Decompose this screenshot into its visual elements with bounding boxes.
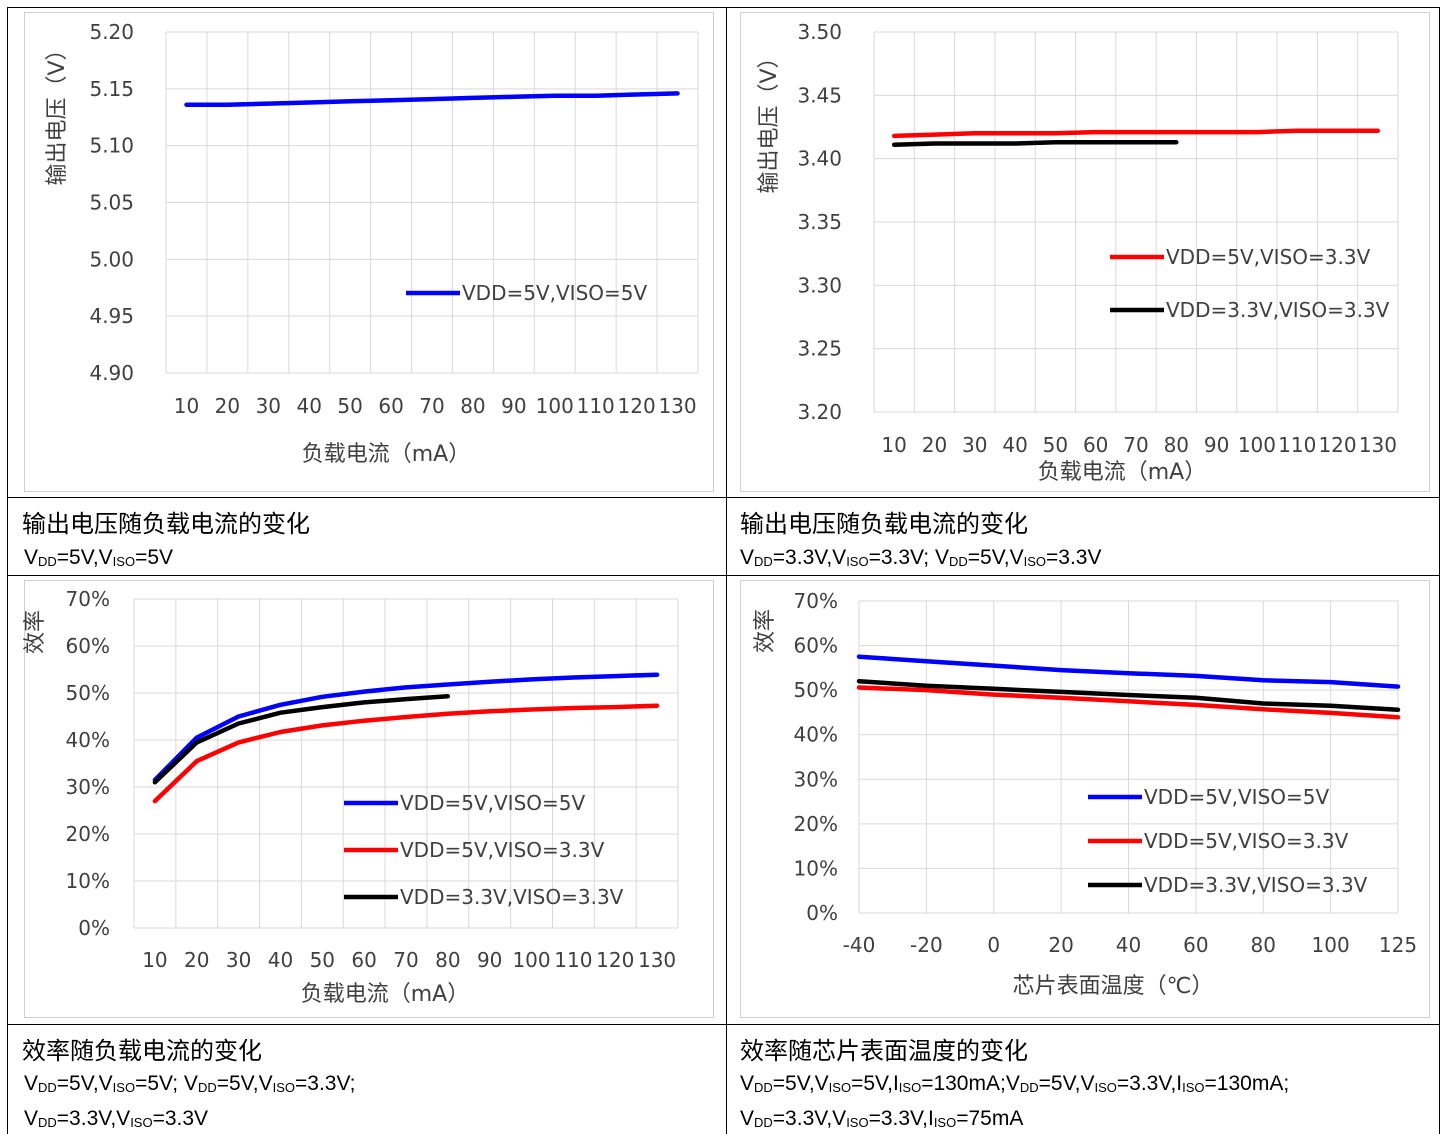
caption-value: =75mA xyxy=(956,1107,1023,1130)
caption-value: =3.3V xyxy=(1046,546,1101,569)
caption-value: =5V, xyxy=(217,1072,259,1095)
chart1-caption-title: 输出电压随负载电流的变化 xyxy=(22,504,310,539)
caption-symbol: V xyxy=(24,1107,38,1130)
y-tick-label: 60% xyxy=(794,634,838,658)
y-axis-label: 效率 xyxy=(753,609,778,653)
chart4-caption-conditions-line1: VDD=5V,VISO=5V,IISO=130mA;VDD=5V,VISO=3.… xyxy=(740,1072,1289,1096)
caption-subscript: ISO xyxy=(846,554,868,569)
caption-value: =130mA; xyxy=(1205,1072,1290,1095)
x-tick-label: 60 xyxy=(1183,933,1208,957)
chart3-caption-conditions-line1: VDD=5V,VISO=5V; VDD=5V,VISO=3.3V; xyxy=(24,1072,356,1096)
caption-value: =5V, xyxy=(968,546,1010,569)
caption-subscript: DD xyxy=(949,554,968,569)
x-axis-label: 芯片表面温度（℃） xyxy=(1013,974,1214,999)
chart2-caption-conditions: VDD=3.3V,VISO=3.3V; VDD=5V,VISO=3.3V xyxy=(740,546,1102,570)
x-tick-label: 100 xyxy=(1312,933,1350,957)
caption-subscript: ISO xyxy=(1182,1080,1204,1095)
caption-symbol: V xyxy=(1010,546,1024,569)
caption-value: =3.3V; xyxy=(295,1072,356,1095)
caption-symbol: V xyxy=(740,546,754,569)
caption-symbol: V xyxy=(740,1072,754,1095)
caption-symbol: V xyxy=(116,1107,130,1130)
caption-value: =3.3V; xyxy=(869,546,935,569)
caption-symbol: V xyxy=(1080,1072,1094,1095)
caption-subscript: DD xyxy=(1020,1080,1039,1095)
caption-subscript: ISO xyxy=(829,1080,851,1095)
chart3-caption-title: 效率随负载电流的变化 xyxy=(22,1031,262,1066)
caption-subscript: ISO xyxy=(1095,1080,1117,1095)
chart4-caption-title: 效率随芯片表面温度的变化 xyxy=(740,1031,1028,1066)
caption-symbol: V xyxy=(832,1107,846,1130)
caption-symbol: V xyxy=(99,1072,113,1095)
caption-value: =3.3V, xyxy=(773,546,832,569)
caption-subscript: DD xyxy=(38,554,57,569)
caption-value: =5V; xyxy=(135,1072,184,1095)
caption-subscript: ISO xyxy=(130,1115,152,1130)
x-tick-label: 20 xyxy=(1048,933,1073,957)
caption-subscript: ISO xyxy=(113,554,135,569)
caption-subscript: DD xyxy=(754,554,773,569)
caption-value: =5V, xyxy=(57,1072,99,1095)
x-tick-label: 80 xyxy=(1251,933,1276,957)
caption-symbol: V xyxy=(935,546,949,569)
caption-symbol: V xyxy=(1006,1072,1020,1095)
y-tick-label: 20% xyxy=(794,812,838,836)
caption-value: =3.3V xyxy=(153,1107,208,1130)
chart4-caption-conditions-line2: VDD=3.3V,VISO=3.3V,IISO=75mA xyxy=(740,1107,1023,1131)
caption-subscript: ISO xyxy=(1024,554,1046,569)
y-tick-label: 30% xyxy=(794,767,838,791)
caption-subscript: DD xyxy=(38,1115,57,1130)
x-tick-label: -20 xyxy=(910,933,943,957)
chart3-caption-conditions-line2: VDD=3.3V,VISO=3.3V xyxy=(24,1107,208,1131)
caption-value: =5V xyxy=(135,546,173,569)
y-tick-label: 50% xyxy=(794,678,838,702)
y-tick-label: 40% xyxy=(794,723,838,747)
caption-subscript: ISO xyxy=(934,1115,956,1130)
y-tick-label: 0% xyxy=(806,901,838,925)
caption-value: =5V, xyxy=(773,1072,815,1095)
chart2-caption-title: 输出电压随负载电流的变化 xyxy=(740,504,1028,539)
legend-label-3: VDD=3.3V,VISO=3.3V xyxy=(1144,873,1368,897)
caption-subscript: ISO xyxy=(846,1115,868,1130)
caption-symbol: V xyxy=(99,546,113,569)
caption-value: =5V, xyxy=(1039,1072,1081,1095)
caption-subscript: ISO xyxy=(113,1080,135,1095)
y-tick-label: 70% xyxy=(794,589,838,613)
caption-value: =5V, xyxy=(851,1072,893,1095)
caption-symbol: V xyxy=(259,1072,273,1095)
caption-subscript: DD xyxy=(198,1080,217,1095)
caption-value: =3.3V, xyxy=(1117,1072,1176,1095)
x-tick-label: 40 xyxy=(1116,933,1141,957)
caption-subscript: ISO xyxy=(273,1080,295,1095)
x-tick-label: 0 xyxy=(987,933,1000,957)
y-tick-label: 10% xyxy=(794,856,838,880)
caption-subscript: DD xyxy=(38,1080,57,1095)
caption-value: =130mA; xyxy=(921,1072,1006,1095)
caption-subscript: DD xyxy=(754,1115,773,1130)
legend-label-2: VDD=5V,VISO=3.3V xyxy=(1144,829,1349,853)
legend-label-1: VDD=5V,VISO=5V xyxy=(1144,785,1330,809)
caption-subscript: DD xyxy=(754,1080,773,1095)
x-tick-label: 125 xyxy=(1379,933,1417,957)
x-tick-label: -40 xyxy=(843,933,876,957)
caption-subscript: ISO xyxy=(899,1080,921,1095)
caption-symbol: V xyxy=(815,1072,829,1095)
caption-symbol: V xyxy=(832,546,846,569)
caption-value: =3.3V, xyxy=(57,1107,116,1130)
caption-symbol: V xyxy=(740,1107,754,1130)
caption-value: =5V, xyxy=(57,546,99,569)
caption-value: =3.3V, xyxy=(773,1107,832,1130)
caption-symbol: V xyxy=(24,1072,38,1095)
caption-symbol: V xyxy=(24,546,38,569)
chart1-caption-conditions: VDD=5V,VISO=5V xyxy=(24,546,173,570)
caption-symbol: V xyxy=(184,1072,198,1095)
caption-value: =3.3V, xyxy=(869,1107,928,1130)
